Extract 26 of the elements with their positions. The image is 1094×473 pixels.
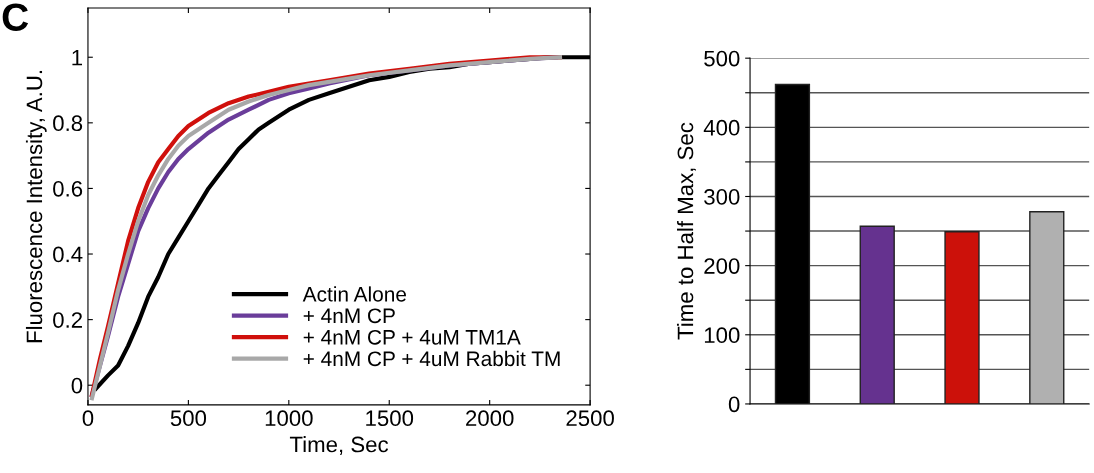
y-tick-label: 1 [72,50,83,66]
legend-label: + 4nM CP [303,308,395,324]
x-axis-title: Time, Sec [289,436,389,455]
x-tick-label: 1500 [366,410,414,427]
legend-label: + 4nM CP + 4uM TM1A [303,329,521,345]
y-tick-label: 0 [728,396,740,413]
y-tick-label: 0 [71,377,83,394]
legend-label: Actin Alone [302,286,407,302]
y-tick-label: 0.2 [53,312,82,328]
y-tick-label: 100 [704,327,740,344]
x-tick-label: 0 [82,410,94,427]
y-tick-label: 200 [704,258,740,274]
y-tick-label: 0.8 [53,115,83,132]
y-tick-label: 300 [704,189,740,205]
legend-label: + 4nM CP + 4uM Rabbit TM [303,350,560,367]
x-tick-label: 2000 [466,410,514,427]
x-tick-label: 1000 [265,410,313,427]
y-tick-label: 0.4 [53,246,83,263]
y-axis-title: Time to Half Max, Sec [676,122,696,340]
x-tick-label: 2500 [566,410,614,427]
x-tick-label: 500 [170,410,207,427]
y-tick-label: 0.6 [53,180,83,197]
y-tick-label: 400 [703,119,740,136]
text: C [2,3,29,31]
y-tick-label: 500 [704,50,740,67]
y-axis-title: Fluorescence Intensity, A.U. [25,70,47,343]
